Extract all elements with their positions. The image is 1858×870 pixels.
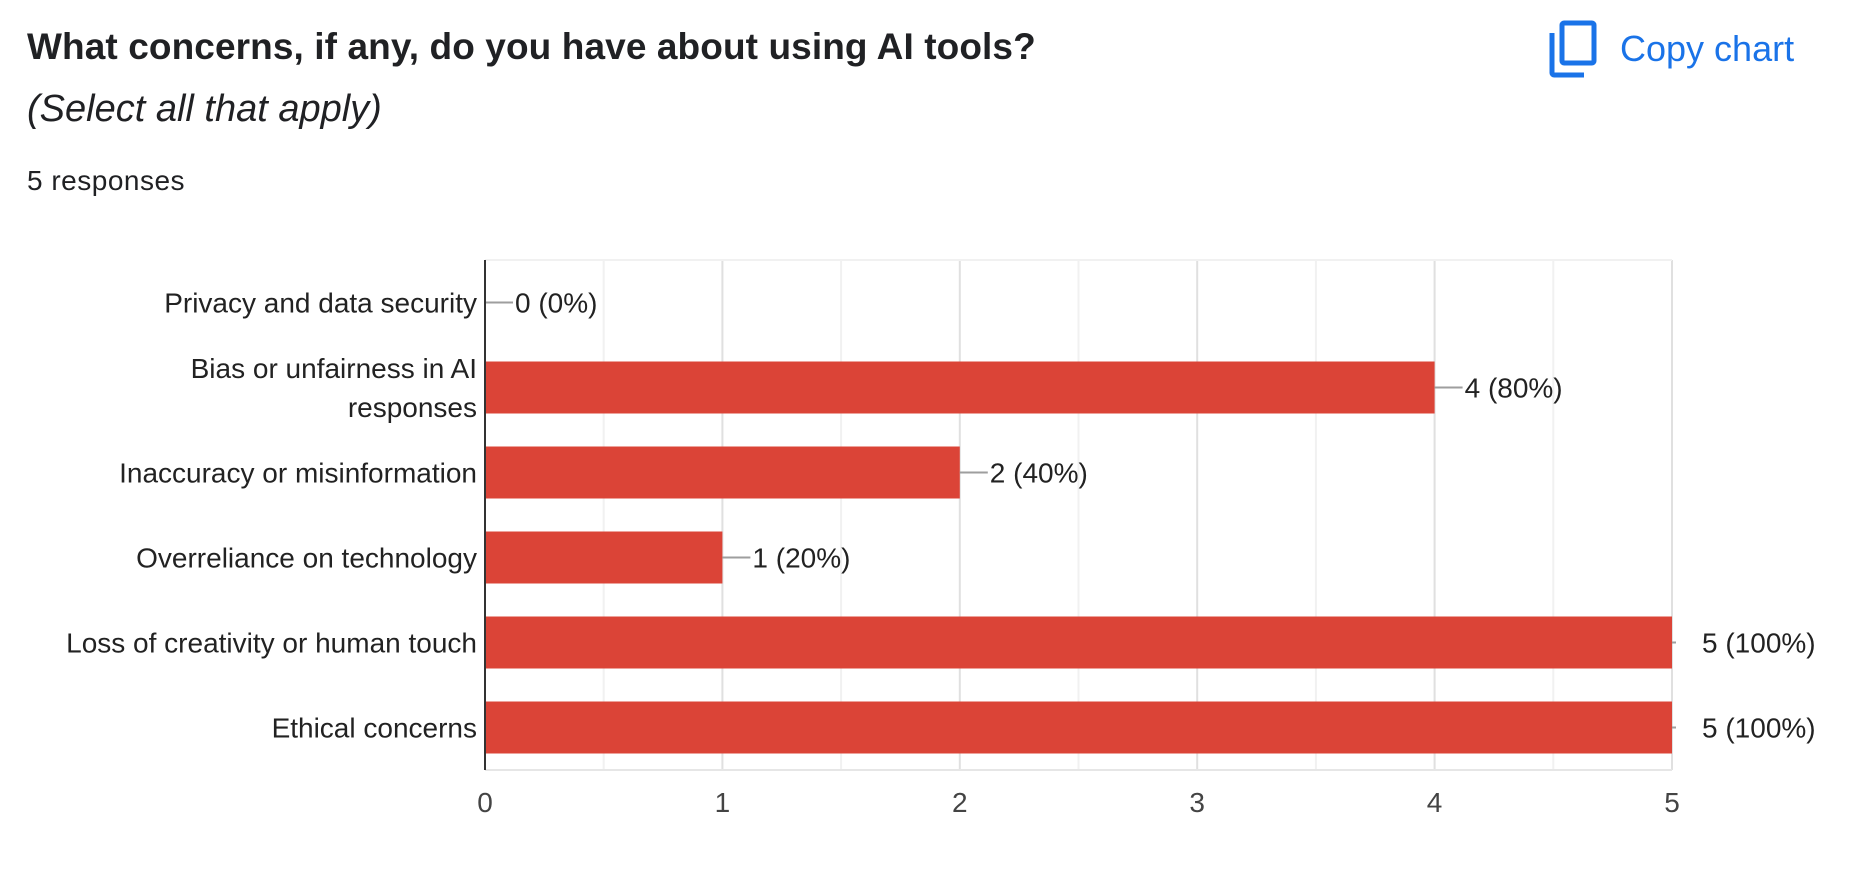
x-tick-label: 4	[1427, 787, 1443, 818]
chart-title: What concerns, if any, do you have about…	[27, 26, 1036, 67]
bar	[485, 531, 723, 584]
chart-subtitle: (Select all that apply)	[27, 88, 382, 130]
category-label: Loss of creativity or human touch	[66, 628, 477, 659]
x-tick-label: 0	[477, 787, 493, 818]
data-label: 5 (100%)	[1702, 713, 1816, 744]
bar	[485, 361, 1435, 414]
data-label: 4 (80%)	[1465, 373, 1563, 404]
data-label: 5 (100%)	[1702, 628, 1816, 659]
x-tick-label: 2	[952, 787, 968, 818]
content-copy-icon	[1549, 20, 1597, 78]
category-label: Inaccuracy or misinformation	[119, 458, 477, 489]
x-tick-label: 1	[715, 787, 731, 818]
data-label: 2 (40%)	[990, 458, 1088, 489]
bar	[485, 701, 1672, 754]
response-count: 5 responses	[27, 165, 186, 196]
x-tick-label: 5	[1664, 787, 1680, 818]
x-tick-label: 3	[1189, 787, 1205, 818]
category-label: Overreliance on technology	[136, 543, 477, 574]
bar	[485, 446, 960, 499]
category-label: Bias or unfairness in AI	[191, 353, 477, 384]
category-label: Privacy and data security	[164, 288, 477, 319]
category-label: responses	[348, 392, 477, 423]
data-label: 1 (20%)	[752, 543, 850, 574]
copy-chart-button[interactable]: Copy chart	[1548, 14, 1848, 84]
category-label: Ethical concerns	[272, 713, 477, 744]
data-label: 0 (0%)	[515, 288, 597, 319]
bar	[485, 616, 1672, 669]
copy-chart-label: Copy chart	[1620, 28, 1795, 69]
